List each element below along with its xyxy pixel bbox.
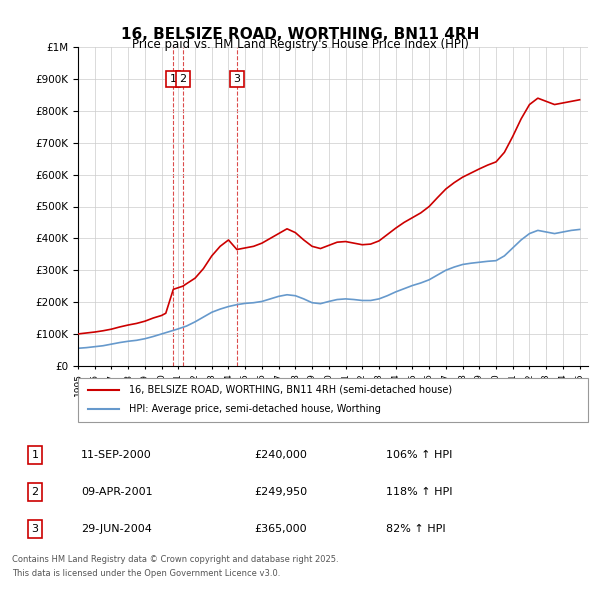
Text: £249,950: £249,950 bbox=[254, 487, 307, 497]
Text: Contains HM Land Registry data © Crown copyright and database right 2025.: Contains HM Land Registry data © Crown c… bbox=[12, 555, 338, 563]
Text: £365,000: £365,000 bbox=[254, 525, 307, 535]
Text: HPI: Average price, semi-detached house, Worthing: HPI: Average price, semi-detached house,… bbox=[129, 405, 381, 414]
Text: 29-JUN-2004: 29-JUN-2004 bbox=[81, 525, 152, 535]
Text: 3: 3 bbox=[233, 74, 241, 84]
Text: 118% ↑ HPI: 118% ↑ HPI bbox=[386, 487, 453, 497]
Text: 11-SEP-2000: 11-SEP-2000 bbox=[81, 450, 152, 460]
FancyBboxPatch shape bbox=[78, 378, 588, 422]
Text: 82% ↑ HPI: 82% ↑ HPI bbox=[386, 525, 446, 535]
Text: 2: 2 bbox=[179, 74, 187, 84]
Text: 16, BELSIZE ROAD, WORTHING, BN11 4RH (semi-detached house): 16, BELSIZE ROAD, WORTHING, BN11 4RH (se… bbox=[129, 385, 452, 395]
Text: 16, BELSIZE ROAD, WORTHING, BN11 4RH: 16, BELSIZE ROAD, WORTHING, BN11 4RH bbox=[121, 27, 479, 41]
Text: 106% ↑ HPI: 106% ↑ HPI bbox=[386, 450, 453, 460]
Text: Price paid vs. HM Land Registry's House Price Index (HPI): Price paid vs. HM Land Registry's House … bbox=[131, 38, 469, 51]
Text: 1: 1 bbox=[32, 450, 38, 460]
Text: 09-APR-2001: 09-APR-2001 bbox=[81, 487, 153, 497]
Text: This data is licensed under the Open Government Licence v3.0.: This data is licensed under the Open Gov… bbox=[12, 569, 280, 578]
Text: 1: 1 bbox=[170, 74, 177, 84]
Text: £240,000: £240,000 bbox=[254, 450, 307, 460]
Text: 3: 3 bbox=[32, 525, 38, 535]
Text: 2: 2 bbox=[31, 487, 38, 497]
